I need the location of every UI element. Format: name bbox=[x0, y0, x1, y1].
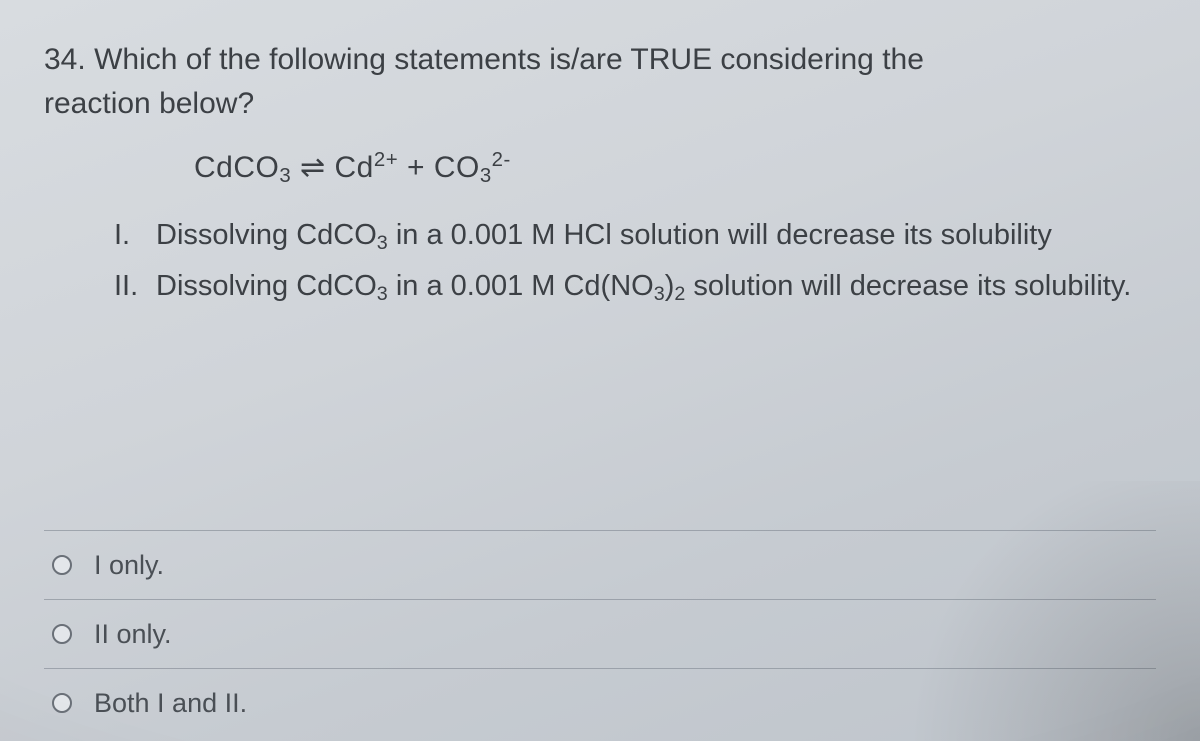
statement-1-pre: Dissolving CdCO bbox=[156, 219, 377, 251]
stem-line-2: reaction below? bbox=[44, 87, 254, 120]
eq-cation: Cd2+ bbox=[335, 151, 399, 184]
statement-2-mid2: ) bbox=[665, 270, 675, 302]
eq-anion: CO32- bbox=[434, 151, 511, 184]
statement-2-sub2: 3 bbox=[654, 283, 665, 305]
statement-2-numeral: II. bbox=[114, 265, 156, 310]
radio-icon[interactable] bbox=[52, 555, 72, 575]
stem-line-1: Which of the following statements is/are… bbox=[94, 43, 924, 76]
option-3[interactable]: Both I and II. bbox=[44, 668, 1156, 737]
eq-cation-base: Cd bbox=[335, 151, 374, 184]
statement-1: I. Dissolving CdCO3 in a 0.001 M HCl sol… bbox=[114, 214, 1136, 259]
radio-icon[interactable] bbox=[52, 693, 72, 713]
statement-2-sub1: 3 bbox=[377, 283, 388, 305]
statement-2-tail: solution will decrease its solubility. bbox=[685, 270, 1131, 302]
statement-2-sub3: 2 bbox=[674, 283, 685, 305]
eq-symbol: ⇌ bbox=[291, 151, 334, 184]
eq-lhs: CdCO3 bbox=[194, 151, 291, 184]
statement-2-mid1: in a 0.001 M Cd(NO bbox=[388, 270, 654, 302]
option-2[interactable]: II only. bbox=[44, 599, 1156, 668]
statement-1-text: Dissolving CdCO3 in a 0.001 M HCl soluti… bbox=[156, 214, 1136, 259]
eq-anion-sub: 3 bbox=[480, 165, 492, 187]
statement-2-text: Dissolving CdCO3 in a 0.001 M Cd(NO3)2 s… bbox=[156, 265, 1136, 310]
question-stem: 34. Which of the following statements is… bbox=[44, 38, 1156, 125]
option-1[interactable]: I only. bbox=[44, 530, 1156, 599]
eq-cation-charge: 2+ bbox=[374, 149, 398, 171]
eq-plus: + bbox=[398, 151, 434, 184]
eq-anion-charge: 2- bbox=[492, 149, 511, 171]
eq-lhs-compound: CdCO bbox=[194, 151, 279, 184]
question-number: 34. bbox=[44, 43, 86, 76]
reaction-equation: CdCO3 ⇌ Cd2+ + CO32- bbox=[194, 149, 1156, 188]
option-1-label: I only. bbox=[94, 550, 164, 581]
statement-1-mid: in a 0.001 M HCl solution will decrease … bbox=[388, 219, 1052, 251]
statement-1-sub: 3 bbox=[377, 232, 388, 254]
answer-options: I only. II only. Both I and II. bbox=[44, 530, 1156, 737]
eq-lhs-sub: 3 bbox=[279, 165, 291, 187]
statement-2: II. Dissolving CdCO3 in a 0.001 M Cd(NO3… bbox=[114, 265, 1136, 310]
statement-2-pre: Dissolving CdCO bbox=[156, 270, 377, 302]
eq-anion-base: CO bbox=[434, 151, 480, 184]
statement-1-numeral: I. bbox=[114, 214, 156, 259]
radio-icon[interactable] bbox=[52, 624, 72, 644]
statements-list: I. Dissolving CdCO3 in a 0.001 M HCl sol… bbox=[114, 214, 1136, 309]
option-3-label: Both I and II. bbox=[94, 688, 247, 719]
option-2-label: II only. bbox=[94, 619, 172, 650]
